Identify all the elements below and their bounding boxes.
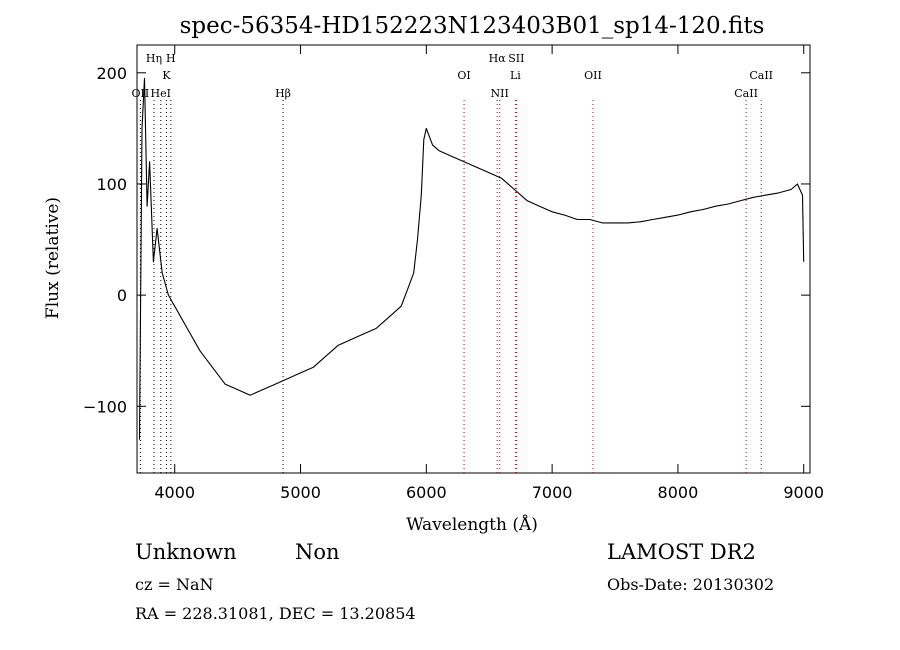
line-marker-label: Hα: [489, 52, 507, 65]
axes: 4000 5000 6000 7000 8000 9000 −100 0 100 200: [83, 45, 824, 502]
line-marker-label: Hβ: [275, 87, 291, 100]
x-axis-label: Wavelength (Å): [406, 514, 538, 535]
x-tick-label: 9000: [783, 483, 824, 502]
object-class: Unknown: [135, 540, 237, 564]
chart-title: spec-56354-HD152223N123403B01_sp14-120.f…: [180, 13, 765, 39]
line-marker-label: HeI: [151, 87, 171, 100]
spectrum-series: [138, 77, 805, 440]
line-marker-label: OI: [457, 69, 470, 82]
y-axis-label: Flux (relative): [43, 197, 63, 319]
y-tick-label: 100: [96, 175, 127, 194]
plot-frame: [136, 44, 811, 474]
line-marker-label: OII: [132, 87, 150, 100]
redshift-cz: cz = NaN: [135, 575, 214, 594]
line-marker-label: OII: [584, 69, 602, 82]
ra-dec-coordinates: RA = 228.31081, DEC = 13.20854: [135, 604, 416, 623]
x-tick-label: 5000: [280, 483, 321, 502]
x-tick-label: 4000: [154, 483, 195, 502]
line-marker-label: CaII: [734, 87, 758, 100]
x-tick-label: 8000: [658, 483, 699, 502]
line-marker-label: K: [162, 69, 171, 82]
y-tick-label: −100: [83, 397, 127, 416]
object-subclass: Non: [295, 540, 340, 564]
line-marker-label: H: [166, 52, 176, 65]
survey-name: LAMOST DR2: [607, 540, 756, 564]
line-marker-label: Hη: [146, 52, 162, 65]
x-tick-label: 7000: [532, 483, 573, 502]
line-marker-label: Li: [510, 69, 521, 82]
observation-date: Obs-Date: 20130302: [607, 575, 775, 594]
x-tick-label: 6000: [406, 483, 447, 502]
line-marker-label: CaII: [749, 69, 773, 82]
plot-area-border: [136, 44, 811, 474]
line-marker-label: NII: [491, 87, 509, 100]
y-tick-label: 0: [117, 286, 127, 305]
spectrum-line: [138, 77, 805, 440]
y-tick-label: 200: [96, 64, 127, 83]
line-marker-label: SII: [508, 52, 524, 65]
